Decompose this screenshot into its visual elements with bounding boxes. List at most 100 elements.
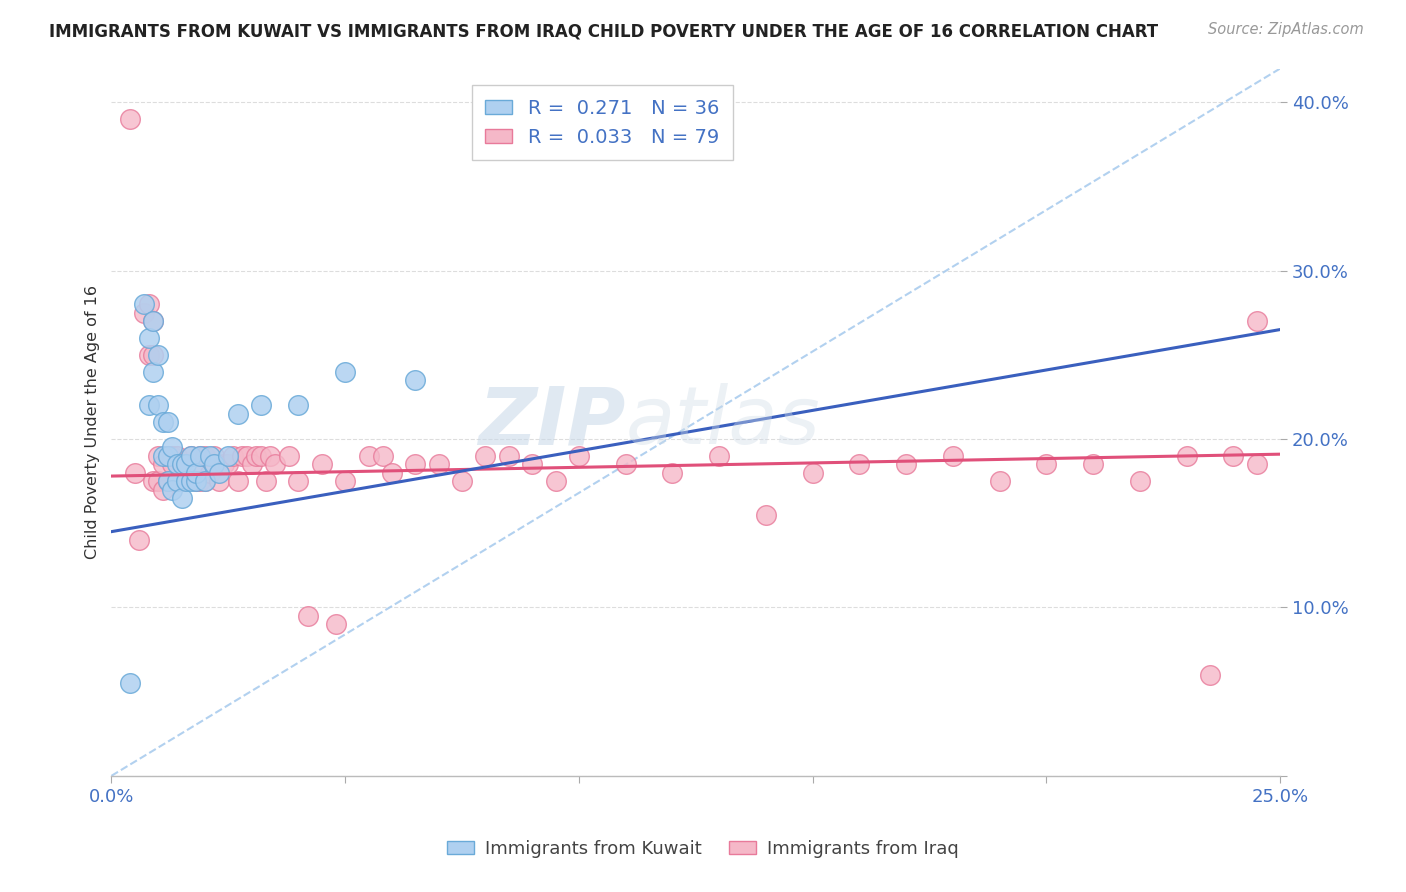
Point: [287, 398, 309, 412]
Point: [128, 533, 150, 547]
Point: [198, 449, 221, 463]
Point: [325, 617, 347, 632]
Point: [188, 449, 211, 463]
Point: [166, 457, 188, 471]
Point: [544, 474, 567, 488]
Point: [427, 457, 450, 471]
Point: [1199, 667, 1222, 681]
Text: atlas: atlas: [626, 384, 821, 461]
Point: [208, 466, 231, 480]
Point: [142, 314, 165, 328]
Point: [222, 449, 245, 463]
Text: Source: ZipAtlas.com: Source: ZipAtlas.com: [1208, 22, 1364, 37]
Point: [226, 407, 249, 421]
Point: [707, 449, 730, 463]
Point: [184, 474, 207, 488]
Point: [1035, 457, 1057, 471]
Point: [146, 348, 169, 362]
Point: [1129, 474, 1152, 488]
Point: [755, 508, 778, 522]
Point: [170, 491, 193, 505]
Point: [174, 457, 197, 471]
Point: [146, 449, 169, 463]
Point: [166, 474, 188, 488]
Point: [236, 449, 259, 463]
Point: [134, 306, 156, 320]
Point: [194, 474, 217, 488]
Point: [138, 348, 160, 362]
Point: [180, 474, 202, 488]
Point: [381, 466, 404, 480]
Point: [278, 449, 301, 463]
Y-axis label: Child Poverty Under the Age of 16: Child Poverty Under the Age of 16: [86, 285, 100, 559]
Point: [357, 449, 380, 463]
Point: [160, 441, 183, 455]
Point: [198, 466, 221, 480]
Point: [202, 449, 225, 463]
Point: [142, 474, 165, 488]
Point: [138, 331, 160, 345]
Point: [142, 365, 165, 379]
Point: [297, 608, 319, 623]
Point: [188, 474, 211, 488]
Point: [120, 112, 142, 126]
Point: [142, 314, 165, 328]
Point: [202, 457, 225, 471]
Point: [174, 474, 197, 488]
Point: [166, 449, 188, 463]
Point: [259, 449, 281, 463]
Point: [194, 474, 217, 488]
Point: [156, 415, 179, 429]
Point: [988, 474, 1011, 488]
Point: [568, 449, 591, 463]
Point: [138, 398, 160, 412]
Point: [146, 474, 169, 488]
Point: [1175, 449, 1198, 463]
Point: [142, 348, 165, 362]
Point: [333, 365, 356, 379]
Point: [1222, 449, 1244, 463]
Point: [152, 449, 174, 463]
Point: [231, 449, 253, 463]
Point: [848, 457, 870, 471]
Point: [152, 483, 174, 497]
Point: [160, 483, 183, 497]
Point: [250, 449, 273, 463]
Point: [152, 415, 174, 429]
Point: [170, 457, 193, 471]
Point: [264, 457, 287, 471]
Point: [245, 449, 267, 463]
Point: [134, 297, 156, 311]
Point: [240, 457, 263, 471]
Point: [174, 466, 197, 480]
Point: [942, 449, 965, 463]
Point: [371, 449, 394, 463]
Point: [1246, 314, 1268, 328]
Point: [138, 297, 160, 311]
Text: ZIP: ZIP: [478, 384, 626, 461]
Point: [152, 457, 174, 471]
Point: [166, 474, 188, 488]
Point: [174, 457, 197, 471]
Point: [254, 474, 277, 488]
Point: [1246, 457, 1268, 471]
Point: [333, 474, 356, 488]
Point: [498, 449, 520, 463]
Point: [180, 449, 202, 463]
Point: [287, 474, 309, 488]
Point: [217, 457, 239, 471]
Point: [184, 457, 207, 471]
Point: [194, 449, 217, 463]
Point: [160, 449, 183, 463]
Point: [156, 449, 179, 463]
Text: IMMIGRANTS FROM KUWAIT VS IMMIGRANTS FROM IRAQ CHILD POVERTY UNDER THE AGE OF 16: IMMIGRANTS FROM KUWAIT VS IMMIGRANTS FRO…: [49, 22, 1159, 40]
Point: [404, 373, 426, 387]
Point: [894, 457, 917, 471]
Legend: R =  0.271   N = 36, R =  0.033   N = 79: R = 0.271 N = 36, R = 0.033 N = 79: [471, 86, 733, 161]
Point: [451, 474, 474, 488]
Point: [1081, 457, 1104, 471]
Point: [156, 474, 179, 488]
Point: [212, 457, 235, 471]
Point: [311, 457, 333, 471]
Point: [208, 474, 231, 488]
